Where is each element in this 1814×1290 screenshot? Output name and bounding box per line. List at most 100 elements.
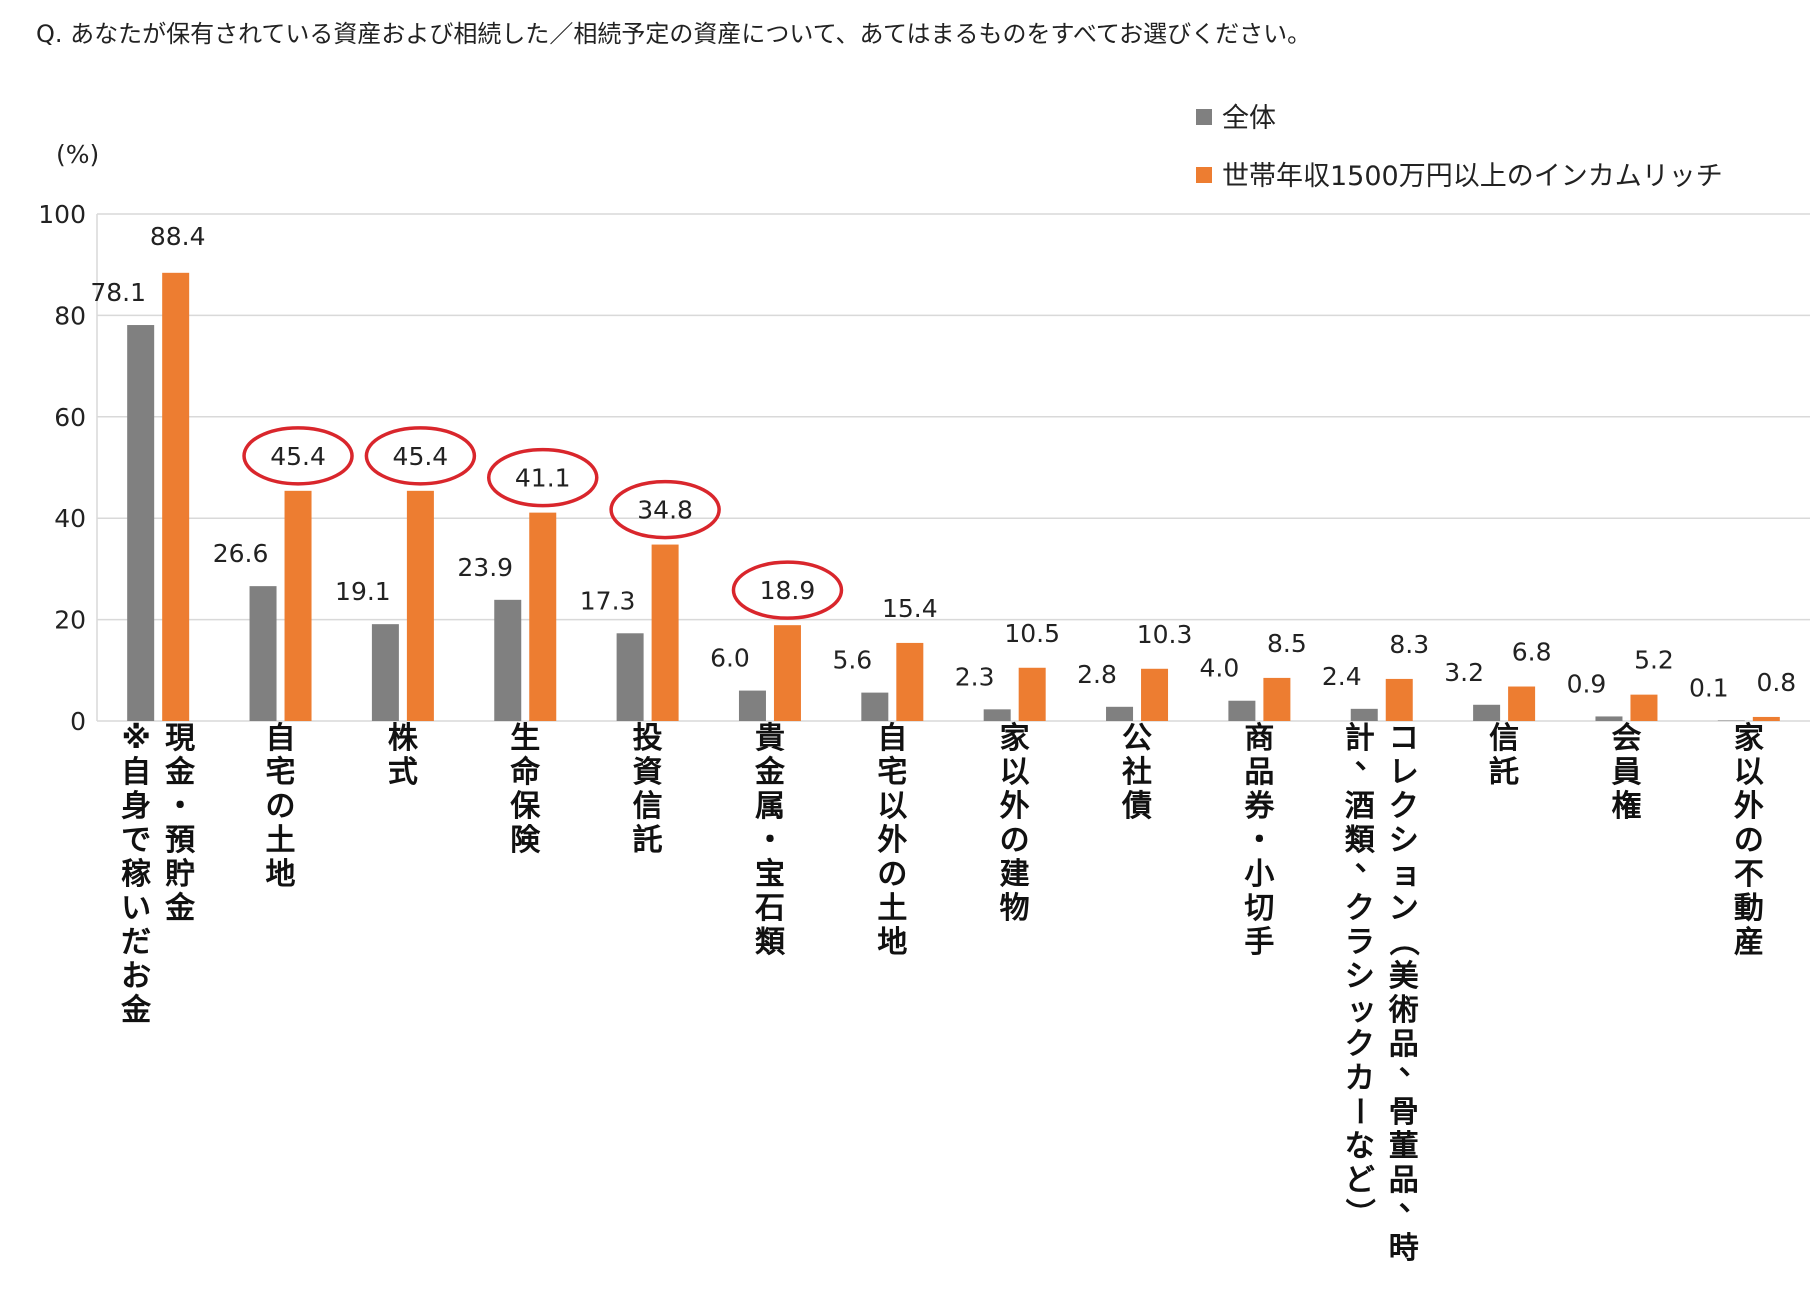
- data-label-income-rich: 88.4: [150, 222, 206, 251]
- bar-income-rich-4: [651, 544, 679, 721]
- y-tick-label: 40: [54, 504, 86, 533]
- category-char: 家: [1734, 721, 1764, 756]
- category-char: 地: [266, 857, 296, 892]
- category-char: 託: [633, 823, 663, 858]
- category-char: （: [1385, 926, 1420, 956]
- data-label-overall: 0.9: [1567, 669, 1607, 698]
- bars: [127, 272, 1780, 721]
- category-char: 、: [1399, 1183, 1429, 1218]
- category-char: 動: [1734, 891, 1764, 926]
- bar-overall-6: [861, 692, 889, 721]
- category-char: 計: [1345, 721, 1375, 756]
- category-char: 自: [877, 721, 907, 756]
- category-char: 不: [1734, 857, 1764, 892]
- y-tick-label: 80: [54, 301, 86, 330]
- data-label-overall: 4.0: [1200, 654, 1240, 683]
- y-tick-label: 0: [70, 707, 86, 736]
- category-char: 以: [877, 789, 907, 824]
- category-char: ョ: [1391, 857, 1421, 892]
- category-char: 地: [877, 925, 907, 960]
- category-char: で: [121, 823, 151, 858]
- category-char: 産: [1734, 925, 1764, 960]
- category-char: な: [1345, 1129, 1375, 1164]
- bar-income-rich-12: [1630, 694, 1658, 721]
- category-char: ク: [1345, 1027, 1375, 1062]
- category-char: 術: [1388, 993, 1419, 1028]
- category-char: 金: [164, 891, 196, 926]
- data-label-income-rich: 41.1: [515, 464, 571, 493]
- bar-income-rich-2: [406, 490, 434, 721]
- data-label-income-rich: 0.8: [1756, 668, 1796, 697]
- data-label-overall: 19.1: [335, 577, 391, 606]
- highlight-circle: [487, 447, 599, 508]
- category-char: 類: [755, 925, 786, 960]
- bar-overall-13: [1717, 720, 1745, 721]
- category-char: 険: [510, 823, 541, 858]
- category-char: 切: [1244, 891, 1274, 926]
- data-label-overall: 23.9: [457, 553, 513, 582]
- bar-overall-0: [127, 325, 155, 721]
- category-char: ※: [122, 721, 151, 756]
- category-char: ）: [1341, 1198, 1376, 1228]
- category-char: 信: [633, 789, 663, 824]
- category-char: の: [266, 789, 296, 824]
- bar-income-rich-6: [896, 642, 924, 721]
- data-label-income-rich: 34.8: [637, 496, 693, 525]
- data-label-income-rich: 5.2: [1634, 646, 1674, 675]
- category-char: 権: [1611, 789, 1641, 824]
- category-char: 金: [754, 755, 786, 790]
- bar-overall-12: [1595, 716, 1623, 721]
- category-char: 宝: [755, 857, 785, 892]
- data-label-overall: 2.8: [1077, 660, 1117, 689]
- category-char: 商: [1244, 721, 1274, 756]
- category-char: 宅: [266, 755, 296, 790]
- highlight-circle: [242, 426, 354, 486]
- data-label-income-rich: 10.5: [1004, 619, 1060, 648]
- bar-overall-9: [1228, 700, 1256, 721]
- category-char: 貴: [755, 721, 785, 756]
- category-char: 属: [755, 789, 785, 824]
- y-tick-label: 100: [38, 200, 86, 229]
- category-char: ッ: [1347, 993, 1377, 1028]
- data-label-income-rich: 45.4: [270, 442, 326, 471]
- data-label-overall: 2.4: [1322, 662, 1362, 691]
- category-char: 物: [1000, 891, 1030, 926]
- category-char: 建: [1000, 857, 1030, 892]
- category-char: 身: [121, 789, 151, 824]
- category-char: 保: [510, 789, 541, 824]
- category-char: 債: [1121, 789, 1152, 824]
- category-char: シ: [1345, 959, 1375, 994]
- category-char: レ: [1389, 755, 1419, 790]
- category-char: 董: [1389, 1129, 1419, 1164]
- category-char: 小: [1244, 857, 1274, 892]
- data-label-income-rich: 8.5: [1267, 629, 1307, 658]
- category-char: 外: [1734, 789, 1764, 824]
- category-char: 、: [1355, 843, 1385, 878]
- category-label-5: 貴金属・宝石類: [754, 721, 786, 960]
- category-label-2: 株式: [388, 721, 419, 790]
- category-char: 時: [1389, 1231, 1419, 1266]
- category-label-8: 公社債: [1121, 721, 1152, 824]
- bar-overall-4: [616, 633, 644, 721]
- data-label-income-rich: 8.3: [1389, 630, 1429, 659]
- bar-overall-3: [494, 599, 522, 721]
- category-char: コ: [1389, 721, 1419, 756]
- category-char: 株: [388, 721, 419, 756]
- category-char: 家: [1000, 721, 1030, 756]
- data-label-overall: 0.1: [1689, 673, 1729, 702]
- category-char: の: [1734, 823, 1764, 858]
- category-char: 金: [120, 993, 152, 1028]
- bar-income-rich-1: [284, 490, 312, 721]
- bar-overall-8: [1106, 706, 1134, 721]
- category-char: 土: [877, 891, 907, 926]
- highlight-circles: [242, 426, 844, 620]
- category-char: ー: [1341, 1096, 1376, 1126]
- bar-overall-10: [1350, 708, 1378, 721]
- y-tick-label: 60: [54, 403, 86, 432]
- category-char: 会: [1611, 721, 1641, 756]
- data-label-income-rich: 15.4: [882, 594, 938, 623]
